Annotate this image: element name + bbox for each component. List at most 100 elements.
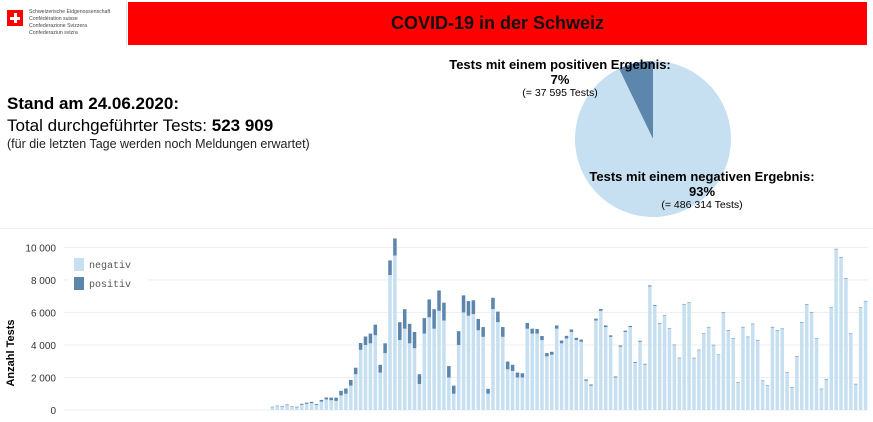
total-tests: Total durchgeführter Tests: 523 909: [7, 116, 273, 136]
bar-positiv: [398, 322, 402, 341]
bar-positiv: [770, 326, 775, 328]
bar-positiv: [638, 340, 642, 342]
bar-negativ: [775, 330, 780, 410]
page-title: COVID-19 in der Schweiz: [390, 13, 605, 33]
bar-positiv: [290, 406, 294, 407]
bar-negativ: [304, 403, 309, 410]
bar-negativ: [496, 322, 500, 410]
bar-negativ: [510, 370, 515, 410]
bar-positiv: [839, 256, 843, 258]
bar-positiv: [697, 349, 701, 351]
pie-label-negative: Tests mit einem negativen Ergebnis: 93% …: [578, 169, 826, 211]
bar-negativ: [697, 349, 701, 410]
bar-positiv: [329, 397, 333, 401]
bar-negativ: [535, 333, 539, 410]
bar-negativ: [863, 301, 868, 410]
reporting-note: (für die letzten Tage werden noch Meldun…: [7, 137, 310, 151]
bar-positiv: [809, 312, 814, 313]
bar-positiv: [515, 372, 520, 378]
bar-negativ: [618, 346, 623, 410]
test-result-pie-chart: [575, 61, 731, 217]
bar-positiv: [550, 351, 554, 355]
bar-positiv: [363, 336, 368, 345]
y-axis-label: Anzahl Tests: [5, 319, 17, 386]
bar-positiv: [721, 312, 726, 313]
pie-label-positive-percent: 7%: [550, 72, 570, 87]
bar-positiv: [574, 337, 579, 341]
bar-negativ: [329, 400, 333, 410]
bar-negativ: [790, 387, 794, 410]
bar-negativ: [432, 328, 436, 410]
bar-positiv: [682, 303, 686, 305]
bar-negativ: [525, 328, 530, 410]
y-tick-label: 8 000: [31, 276, 56, 287]
bar-negativ: [501, 336, 505, 410]
bar-positiv: [427, 299, 431, 318]
bar-positiv: [378, 364, 382, 373]
bar-negativ: [780, 328, 784, 410]
bar-positiv: [800, 322, 804, 323]
bar-positiv: [824, 378, 829, 380]
bar-positiv: [383, 343, 387, 354]
y-tick-label: 6 000: [31, 308, 56, 319]
bar-negativ: [770, 327, 775, 410]
bar-positiv: [486, 388, 490, 394]
bar-positiv: [461, 295, 466, 313]
bar-negativ: [324, 399, 329, 410]
bar-positiv: [476, 318, 481, 331]
bar-positiv: [280, 405, 284, 407]
bar-negativ: [300, 404, 304, 410]
bar-negativ: [814, 338, 819, 410]
bar-negativ: [456, 344, 461, 410]
bar-negativ: [839, 257, 843, 410]
legend-swatch-negativ: [74, 258, 84, 271]
bar-positiv: [300, 403, 304, 405]
bar-positiv: [613, 376, 618, 378]
bar-negativ: [809, 312, 814, 410]
bar-positiv: [731, 338, 735, 339]
bar-negativ: [373, 335, 378, 410]
bar-negativ: [550, 354, 554, 410]
bar-positiv: [402, 309, 407, 329]
bar-negativ: [285, 405, 289, 410]
pie-label-negative-title: Tests mit einem negativen Ergebnis:: [589, 169, 815, 184]
bar-positiv: [520, 373, 525, 378]
bar-positiv: [319, 399, 324, 402]
bar-positiv: [275, 405, 280, 407]
bar-negativ: [853, 383, 858, 410]
bar-positiv: [471, 300, 476, 315]
pie-slice-negative: [575, 61, 731, 217]
bar-negativ: [623, 331, 628, 410]
bar-positiv: [702, 333, 706, 334]
bar-positiv: [304, 402, 309, 404]
swiss-flag-icon: [7, 10, 23, 26]
pie-label-positive-title: Tests mit einem positiven Ergebnis:: [449, 57, 671, 72]
bar-negativ: [692, 357, 696, 410]
bar-negativ: [334, 400, 338, 410]
bar-positiv: [344, 388, 348, 394]
bar-negativ: [608, 336, 613, 410]
bar-positiv: [785, 372, 789, 373]
bar-negativ: [702, 333, 706, 410]
y-tick-label: 4 000: [31, 341, 56, 352]
bar-positiv: [594, 318, 598, 321]
bar-negativ: [363, 344, 368, 410]
bar-negativ: [731, 338, 735, 410]
pie-label-negative-detail: (= 486 314 Tests): [661, 199, 743, 211]
bar-negativ: [290, 406, 294, 410]
bar-positiv: [437, 290, 441, 311]
bar-negativ: [677, 357, 682, 410]
bar-positiv: [530, 328, 534, 334]
bar-negativ: [751, 323, 755, 410]
bar-positiv: [510, 364, 515, 371]
bar-positiv: [373, 324, 378, 336]
bar-negativ: [594, 320, 598, 410]
bar-negativ: [422, 333, 427, 410]
bar-negativ: [559, 343, 564, 410]
bar-negativ: [275, 406, 280, 410]
bar-negativ: [280, 406, 284, 410]
bar-negativ: [407, 343, 412, 410]
section-divider: [0, 228, 873, 229]
bar-positiv: [314, 404, 319, 406]
bar-positiv: [643, 363, 647, 365]
